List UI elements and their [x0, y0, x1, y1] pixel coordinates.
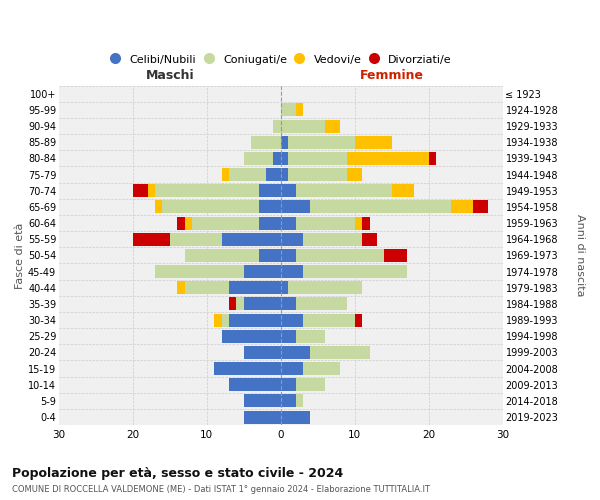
Bar [310, 346, 370, 359]
Bar [221, 314, 229, 326]
Y-axis label: Fasce di età: Fasce di età [15, 222, 25, 288]
Bar [303, 233, 362, 245]
Bar [296, 216, 355, 230]
Bar [259, 216, 281, 230]
Bar [355, 216, 362, 230]
Bar [177, 216, 185, 230]
Bar [303, 362, 340, 375]
Bar [259, 249, 281, 262]
Y-axis label: Anni di nascita: Anni di nascita [575, 214, 585, 296]
Bar [288, 282, 362, 294]
Text: Femmine: Femmine [360, 70, 424, 82]
Bar [274, 120, 281, 132]
Bar [355, 136, 392, 148]
Bar [281, 152, 288, 165]
Bar [281, 346, 310, 359]
Bar [244, 298, 281, 310]
Legend: Celibi/Nubili, Coniugati/e, Vedovi/e, Divorziati/e: Celibi/Nubili, Coniugati/e, Vedovi/e, Di… [106, 50, 455, 68]
Bar [281, 249, 296, 262]
Bar [236, 298, 244, 310]
Bar [281, 394, 296, 407]
Bar [281, 410, 310, 424]
Bar [347, 152, 429, 165]
Bar [221, 330, 281, 342]
Bar [229, 298, 236, 310]
Bar [288, 136, 355, 148]
Bar [163, 200, 259, 213]
Bar [303, 314, 355, 326]
Bar [244, 394, 281, 407]
Bar [229, 168, 266, 181]
Bar [229, 314, 281, 326]
Bar [296, 104, 303, 117]
Bar [221, 168, 229, 181]
Bar [221, 233, 281, 245]
Bar [244, 410, 281, 424]
Bar [288, 152, 347, 165]
Bar [310, 200, 451, 213]
Bar [281, 362, 303, 375]
Text: Popolazione per età, sesso e stato civile - 2024: Popolazione per età, sesso e stato civil… [12, 468, 343, 480]
Bar [244, 265, 281, 278]
Bar [274, 152, 281, 165]
Bar [281, 330, 296, 342]
Bar [148, 184, 155, 197]
Bar [266, 168, 281, 181]
Bar [281, 314, 303, 326]
Bar [259, 200, 281, 213]
Bar [192, 216, 259, 230]
Bar [281, 216, 296, 230]
Bar [347, 168, 362, 181]
Bar [429, 152, 436, 165]
Bar [244, 346, 281, 359]
Bar [133, 233, 170, 245]
Bar [392, 184, 414, 197]
Bar [362, 216, 370, 230]
Bar [177, 282, 185, 294]
Bar [296, 330, 325, 342]
Bar [281, 184, 296, 197]
Bar [281, 136, 288, 148]
Bar [325, 120, 340, 132]
Bar [296, 394, 303, 407]
Bar [385, 249, 407, 262]
Bar [281, 265, 303, 278]
Bar [281, 233, 303, 245]
Bar [185, 216, 192, 230]
Bar [185, 249, 259, 262]
Bar [281, 168, 288, 181]
Bar [281, 104, 296, 117]
Text: COMUNE DI ROCCELLA VALDEMONE (ME) - Dati ISTAT 1° gennaio 2024 - Elaborazione TU: COMUNE DI ROCCELLA VALDEMONE (ME) - Dati… [12, 485, 430, 494]
Bar [133, 184, 148, 197]
Bar [303, 265, 407, 278]
Bar [185, 282, 229, 294]
Text: Maschi: Maschi [146, 70, 194, 82]
Bar [155, 265, 244, 278]
Bar [229, 282, 281, 294]
Bar [281, 298, 296, 310]
Bar [281, 200, 310, 213]
Bar [281, 378, 296, 391]
Bar [214, 362, 281, 375]
Bar [155, 200, 163, 213]
Bar [288, 168, 347, 181]
Bar [281, 282, 288, 294]
Bar [229, 378, 281, 391]
Bar [451, 200, 473, 213]
Bar [170, 233, 221, 245]
Bar [281, 120, 325, 132]
Bar [473, 200, 488, 213]
Bar [155, 184, 259, 197]
Bar [259, 184, 281, 197]
Bar [214, 314, 221, 326]
Bar [296, 249, 385, 262]
Bar [251, 136, 281, 148]
Bar [244, 152, 274, 165]
Bar [355, 314, 362, 326]
Bar [296, 298, 347, 310]
Bar [362, 233, 377, 245]
Bar [296, 378, 325, 391]
Bar [296, 184, 392, 197]
